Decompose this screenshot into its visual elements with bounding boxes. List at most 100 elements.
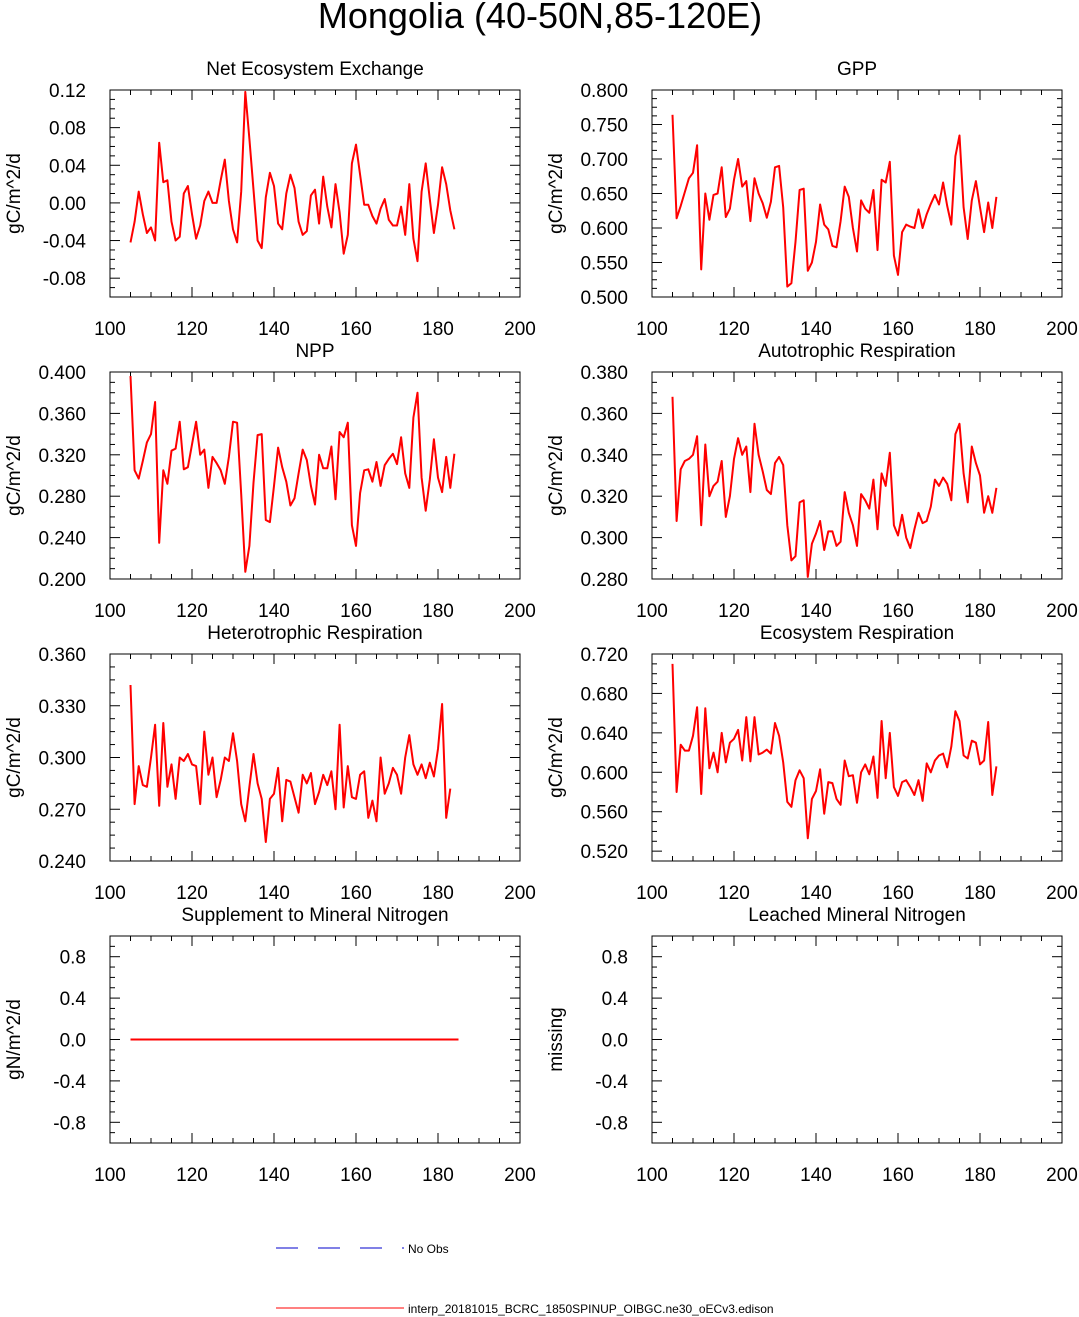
x-tick-label: 120 <box>176 601 208 622</box>
y-tick-label: 0.520 <box>580 842 628 863</box>
x-tick-label: 140 <box>800 601 832 622</box>
y-tick-label: 0.360 <box>580 404 628 425</box>
x-tick-label: 120 <box>718 319 750 340</box>
y-tick-label: -0.4 <box>595 1072 628 1093</box>
panel-title: Autotrophic Respiration <box>758 341 956 362</box>
x-tick-label: 200 <box>504 319 536 340</box>
y-tick-label: -0.08 <box>43 269 86 290</box>
y-axis-label: gC/m^2/d <box>546 717 567 798</box>
y-axis-label: gC/m^2/d <box>546 435 567 516</box>
x-tick-label: 180 <box>964 1165 996 1186</box>
y-tick-label: 0.800 <box>580 81 628 102</box>
x-tick-label: 180 <box>964 883 996 904</box>
x-tick-label: 120 <box>176 883 208 904</box>
x-tick-label: 100 <box>94 319 126 340</box>
x-tick-label: 180 <box>964 601 996 622</box>
series-line-model <box>129 376 456 573</box>
x-tick-label: 200 <box>504 883 536 904</box>
y-tick-label: 0.400 <box>38 363 86 384</box>
x-tick-label: 140 <box>800 319 832 340</box>
y-tick-label: 0.320 <box>580 487 628 508</box>
x-tick-label: 100 <box>636 319 668 340</box>
panel-title: Net Ecosystem Exchange <box>206 59 424 80</box>
y-tick-label: 0.600 <box>580 219 628 240</box>
y-tick-label: 0.720 <box>580 645 628 666</box>
x-tick-label: 160 <box>340 1165 372 1186</box>
x-tick-label: 160 <box>882 883 914 904</box>
y-tick-label: 0.4 <box>60 989 87 1010</box>
panel-title: Supplement to Mineral Nitrogen <box>181 905 448 926</box>
x-tick-label: 160 <box>340 601 372 622</box>
panel-title: GPP <box>837 59 877 80</box>
y-tick-label: 0.240 <box>38 529 86 550</box>
x-tick-label: 160 <box>882 1165 914 1186</box>
x-tick-label: 140 <box>800 1165 832 1186</box>
page-title: Mongolia (40-50N,85-120E) <box>318 0 762 36</box>
x-tick-label: 200 <box>1046 1165 1078 1186</box>
x-tick-label: 200 <box>1046 883 1078 904</box>
legend-model-label: interp_20181015_BCRC_1850SPINUP_OIBGC.ne… <box>408 1302 774 1316</box>
y-tick-label: 0.700 <box>580 150 628 171</box>
y-tick-label: 0.280 <box>38 487 86 508</box>
y-tick-label: 0.08 <box>49 119 86 140</box>
y-tick-label: 0.360 <box>38 404 86 425</box>
x-tick-label: 120 <box>718 601 750 622</box>
panel-npp: NPP gC/m^2/d 100 120 140 160 180 200 0.200 0.240 0… <box>4 341 536 622</box>
panel-supplement-to-mineral-nitrogen: Supplement to Mineral Nitrogen gN/m^2/d 10… <box>4 905 536 1186</box>
y-axis-label: gN/m^2/d <box>4 999 25 1080</box>
x-tick-label: 100 <box>636 601 668 622</box>
y-tick-label: 0.340 <box>580 446 628 467</box>
panel-ecosystem-respiration: Ecosystem Respiration gC/m^2/d 100 120 140 16… <box>546 623 1078 904</box>
series-line-model <box>129 684 452 843</box>
chart-panels: Net Ecosystem Exchange gC/m^2/d 100 120 140 1… <box>4 59 1078 1186</box>
x-tick-label: 100 <box>94 1165 126 1186</box>
y-axis-label: gC/m^2/d <box>4 435 25 516</box>
x-tick-label: 200 <box>1046 319 1078 340</box>
x-tick-label: 200 <box>504 601 536 622</box>
y-tick-label: 0.680 <box>580 684 628 705</box>
plot-frame <box>109 653 521 862</box>
y-axis-label: gC/m^2/d <box>4 153 25 234</box>
x-tick-label: 160 <box>340 319 372 340</box>
y-tick-label: 0.320 <box>38 446 86 467</box>
y-tick-label: 0.550 <box>580 254 628 275</box>
y-tick-label: 0.0 <box>60 1031 86 1052</box>
y-tick-label: 0.640 <box>580 724 628 745</box>
x-tick-label: 100 <box>94 601 126 622</box>
y-tick-label: 0.240 <box>38 852 86 873</box>
x-tick-label: 140 <box>800 883 832 904</box>
x-tick-label: 100 <box>94 883 126 904</box>
series-line-model <box>129 90 456 263</box>
x-tick-label: 180 <box>964 319 996 340</box>
y-tick-label: 0.380 <box>580 363 628 384</box>
panel-title: Heterotrophic Respiration <box>207 623 422 644</box>
y-tick-label: 0.8 <box>60 948 86 969</box>
y-tick-label: 0.8 <box>602 948 628 969</box>
plot-frame <box>651 935 1063 1144</box>
y-tick-label: 0.750 <box>580 116 628 137</box>
y-tick-label: -0.4 <box>53 1072 86 1093</box>
y-tick-label: -0.04 <box>43 232 87 253</box>
y-tick-label: 0.300 <box>580 529 628 550</box>
series-line-model <box>671 396 998 578</box>
series-line-model <box>671 114 998 288</box>
x-tick-label: 100 <box>636 883 668 904</box>
x-tick-label: 180 <box>422 1165 454 1186</box>
x-tick-label: 180 <box>422 319 454 340</box>
legend: No Obs interp_20181015_BCRC_1850SPINUP_O… <box>276 1242 774 1316</box>
y-tick-label: 0.650 <box>580 185 628 206</box>
y-tick-label: 0.12 <box>49 81 86 102</box>
x-tick-label: 140 <box>258 601 290 622</box>
panel-autotrophic-respiration: Autotrophic Respiration gC/m^2/d 100 120 140… <box>546 341 1078 622</box>
panel-heterotrophic-respiration: Heterotrophic Respiration gC/m^2/d 100 120 1… <box>4 623 536 904</box>
x-tick-label: 140 <box>258 1165 290 1186</box>
x-tick-label: 160 <box>882 601 914 622</box>
x-tick-label: 140 <box>258 883 290 904</box>
legend-obs-label: No Obs <box>408 1242 449 1256</box>
y-tick-label: 0.04 <box>49 156 86 177</box>
panel-title: Leached Mineral Nitrogen <box>748 905 966 926</box>
x-tick-label: 160 <box>882 319 914 340</box>
plot-frame <box>651 371 1063 580</box>
panel-leached-mineral-nitrogen: Leached Mineral Nitrogen missing 100 120 140… <box>546 905 1078 1186</box>
